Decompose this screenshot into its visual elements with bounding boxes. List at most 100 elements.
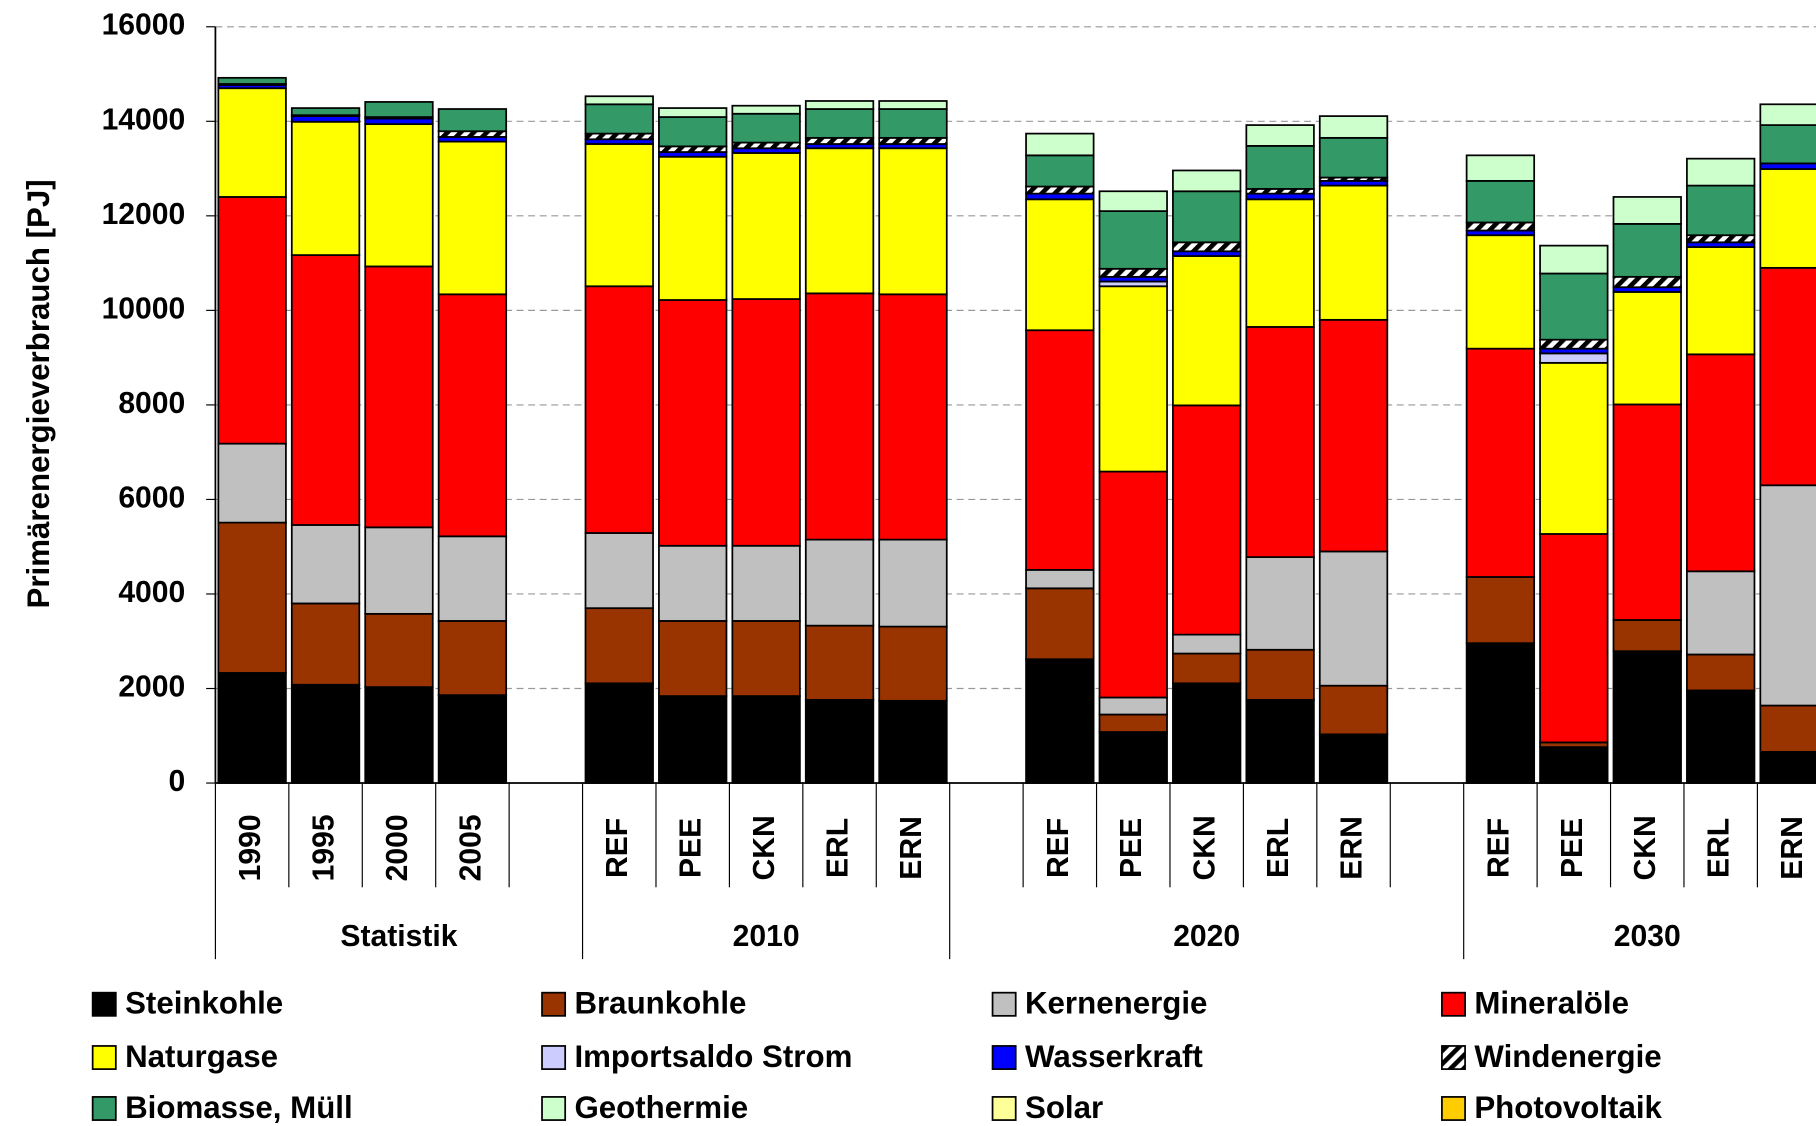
bar-segment [364, 265, 434, 529]
bar-segment [1759, 168, 1816, 269]
bar-segment [1318, 550, 1389, 687]
bar-segment [437, 535, 508, 622]
bar-segment [364, 123, 434, 268]
x-tick-label: CKN [1629, 815, 1662, 880]
legend-swatch [91, 1045, 117, 1070]
y-tick-label: 16000 [102, 9, 186, 42]
legend-swatch [1441, 991, 1466, 1017]
legend-swatch [541, 1096, 567, 1121]
group-label: 2020 [1173, 920, 1240, 953]
bar-segment [731, 695, 801, 784]
bar-segment [1245, 145, 1315, 190]
bar-segment [878, 625, 948, 702]
bar-segment [1539, 352, 1609, 364]
bar-segment [1025, 198, 1095, 332]
bar-segment [1465, 154, 1536, 182]
bar-segment [878, 293, 948, 541]
bar-segment [1465, 221, 1536, 232]
x-tick-label: ERN [1335, 816, 1368, 880]
legend-label: Naturgase [125, 1039, 278, 1074]
bar-segment [1245, 648, 1315, 701]
x-tick-label: 1990 [234, 814, 267, 881]
y-tick-label: 8000 [118, 387, 185, 420]
bar-segment [364, 612, 434, 688]
bar-segment [1025, 132, 1095, 157]
bar-segment [1318, 115, 1389, 139]
bar-segment [1686, 157, 1756, 187]
bar-segment [878, 699, 948, 784]
legend-label: Braunkohle [574, 986, 746, 1021]
bar-segment [1465, 576, 1536, 645]
bar-segment [290, 120, 361, 256]
bar-segment [1686, 353, 1756, 573]
bar-segment [1686, 653, 1756, 692]
y-axis-title: Primärenergieverbrauch [PJ] [21, 179, 56, 608]
bar-segment [290, 602, 361, 686]
x-tick-label: PEE [1556, 818, 1589, 878]
bar-segment [217, 672, 287, 784]
bar-segment [804, 108, 875, 139]
bar-segment [804, 698, 875, 784]
bar-segment [1686, 234, 1756, 244]
bar-segment [731, 152, 801, 300]
legend-swatch [91, 991, 117, 1017]
bar-segment [1612, 291, 1682, 406]
bar-segment [584, 607, 654, 685]
bar-segment [1612, 650, 1682, 784]
bar-segment [1098, 285, 1168, 473]
bar-segment [658, 299, 728, 547]
bar-segment [878, 136, 948, 145]
legend-label: Importsaldo Strom [574, 1039, 852, 1074]
bar-segment [584, 532, 654, 610]
bar-segment [217, 76, 287, 85]
legend-swatch [991, 1096, 1017, 1121]
bar-segment [1759, 124, 1816, 165]
bar-segment [217, 87, 287, 198]
bar-segment [290, 524, 361, 605]
bar-segment [1318, 318, 1389, 553]
bar-segment [1465, 642, 1536, 784]
x-tick-label: ERL [1703, 818, 1736, 878]
y-tick-label: 14000 [102, 103, 186, 136]
bar-segment [1612, 223, 1682, 278]
bar-segment [1245, 124, 1315, 147]
legend-swatch [91, 1096, 117, 1121]
bar-segment [1612, 196, 1682, 225]
bar-segment [1098, 696, 1168, 716]
legend-label: Kernenergie [1025, 986, 1207, 1021]
bar-segment [658, 544, 728, 622]
bar-segment [731, 544, 801, 622]
bar-segment [364, 526, 434, 615]
bar-segment [1025, 329, 1095, 571]
bar-segment [1318, 184, 1389, 321]
bar-segment [1686, 184, 1756, 237]
bar-segment [658, 116, 728, 148]
legend-label: Mineralöle [1474, 986, 1629, 1021]
x-tick-label: REF [1042, 818, 1075, 878]
x-tick-label: ERN [1776, 816, 1809, 880]
x-tick-label: 2005 [454, 814, 487, 881]
bar-segment [290, 683, 361, 784]
bar-segment [1465, 179, 1536, 224]
y-tick-label: 4000 [118, 576, 185, 609]
bar-segment [1098, 470, 1168, 699]
bar-segment [1172, 633, 1242, 655]
group-label: 2010 [733, 920, 800, 953]
bar-segment [217, 196, 287, 445]
y-tick-label: 2000 [118, 670, 185, 703]
bar-segment [1612, 619, 1682, 653]
bar-segment [1612, 275, 1682, 289]
group-label: Statistik [340, 920, 457, 953]
bar-segment [1759, 266, 1816, 487]
legend-label: Biomasse, Müll [125, 1090, 353, 1125]
bar-segment [1098, 731, 1168, 784]
x-tick-label: CKN [748, 815, 781, 880]
bar-segment [804, 624, 875, 701]
legend-swatch [1441, 1045, 1466, 1070]
bar-segment [1172, 652, 1242, 685]
bar-segment [1539, 746, 1609, 784]
bar-segment [217, 521, 287, 674]
x-tick-label: REF [1482, 818, 1515, 878]
bar-segment [1759, 103, 1816, 126]
